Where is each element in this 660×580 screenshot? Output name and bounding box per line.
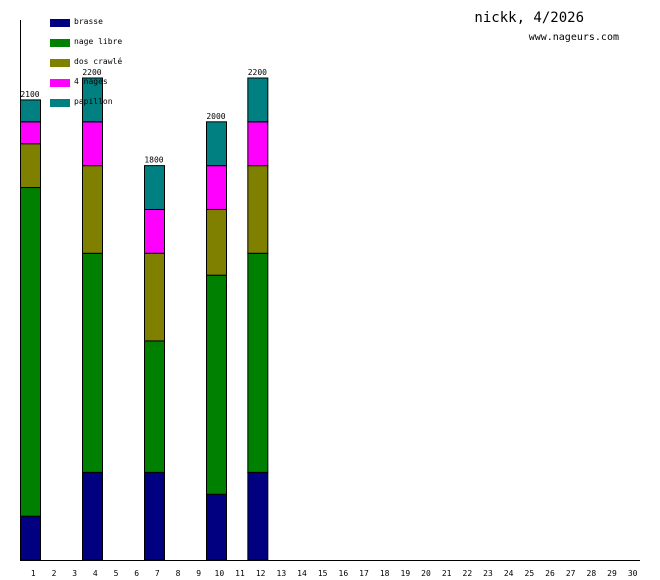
bar-segment-1-nage-libre [20,187,41,517]
x-tick-label-3: 3 [72,569,77,578]
x-tick-label-23: 23 [483,569,493,578]
bar-segment-12-4-nages [247,121,269,167]
legend-label-brasse: brasse [74,17,103,26]
bar-segment-4-dos-crawlé [82,165,103,254]
bar-segment-4-4-nages [82,121,103,167]
bar-segment-7-dos-crawlé [144,252,165,342]
bar-segment-1-brasse [20,515,41,561]
x-tick-label-29: 29 [607,569,617,578]
x-tick-label-22: 22 [463,569,473,578]
bar-segment-1-4-nages [20,121,41,145]
x-tick-label-15: 15 [318,569,328,578]
x-tick-label-28: 28 [587,569,597,578]
bar-segment-4-nage-libre [82,252,103,473]
legend-swatch-papillon [50,99,70,107]
total-label-7: 1800 [144,156,163,165]
x-tick-label-19: 19 [401,569,411,578]
legend-swatch-dos-crawle [50,59,70,67]
x-tick-label-12: 12 [256,569,266,578]
x-tick-label-13: 13 [277,569,287,578]
x-tick-label-10: 10 [215,569,225,578]
bar-segment-10-dos-crawlé [206,208,227,276]
bar-segment-10-brasse [206,493,227,561]
x-tick-label-25: 25 [525,569,535,578]
bar-segment-12-nage-libre [247,252,269,473]
legend-swatch-4-nages [50,79,70,87]
bar-segment-4-papillon [82,77,103,123]
x-tick-label-5: 5 [114,569,119,578]
legend-label-papillon: papillon [74,97,113,106]
x-tick-label-30: 30 [628,569,638,578]
legend-swatch-brasse [50,19,70,27]
x-tick-label-7: 7 [155,569,160,578]
bar-segment-7-brasse [144,471,165,561]
x-tick-label-2: 2 [52,569,57,578]
x-tick-label-17: 17 [359,569,369,578]
legend-swatch-nage-libre [50,39,70,47]
site-url: www.nageurs.com [528,32,619,43]
chart-title: nickk, 4/2026 [474,10,584,26]
bar-segment-7-nage-libre [144,340,165,473]
x-tick-label-21: 21 [442,569,452,578]
bar-segment-10-4-nages [206,165,227,210]
legend-label-dos-crawle: dos crawlé [74,57,123,66]
legend-label-4-nages: 4 nages [74,77,108,86]
total-label-1: 2100 [20,90,39,99]
x-tick-label-20: 20 [421,569,431,578]
x-tick-label-6: 6 [134,569,139,578]
x-tick-label-4: 4 [93,569,98,578]
total-label-10: 2000 [206,112,225,121]
bar-segment-7-papillon [144,165,165,210]
x-tick-label-14: 14 [297,569,307,578]
bar-segment-10-papillon [206,121,227,167]
x-tick-label-1: 1 [31,569,36,578]
bar-segment-1-dos-crawlé [20,143,41,189]
bar-segment-12-dos-crawlé [247,165,269,254]
total-label-12: 2200 [248,68,267,77]
x-tick-label-11: 11 [235,569,245,578]
bar-segment-12-papillon [247,77,269,123]
x-tick-label-16: 16 [339,569,349,578]
legend-label-nage-libre: nage libre [74,37,123,46]
x-tick-label-26: 26 [545,569,555,578]
bar-segment-1-papillon [20,99,41,123]
bar-segment-4-brasse [82,471,103,561]
x-tick-label-18: 18 [380,569,390,578]
bar-segment-12-brasse [247,471,269,561]
x-tick-label-8: 8 [176,569,181,578]
bar-segment-7-4-nages [144,208,165,254]
x-tick-label-27: 27 [566,569,576,578]
total-label-4: 2200 [82,68,101,77]
bar-segment-10-nage-libre [206,274,227,495]
x-tick-label-24: 24 [504,569,514,578]
x-tick-label-9: 9 [196,569,201,578]
